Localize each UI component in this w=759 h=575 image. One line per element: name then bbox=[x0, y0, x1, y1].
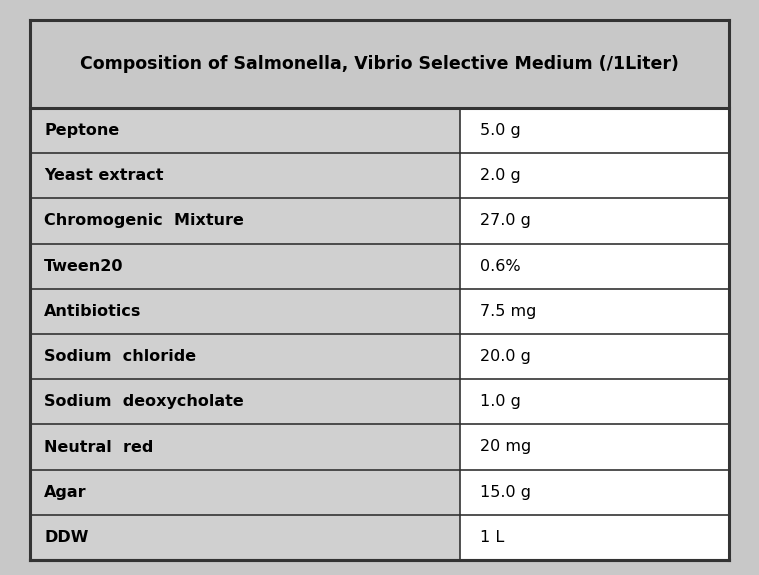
Text: Chromogenic  Mixture: Chromogenic Mixture bbox=[44, 213, 244, 228]
Bar bbox=[460, 515, 729, 560]
Text: 0.6%: 0.6% bbox=[480, 259, 521, 274]
Bar bbox=[460, 198, 729, 244]
Bar bbox=[30, 198, 460, 244]
Text: 20.0 g: 20.0 g bbox=[480, 349, 531, 364]
Text: Yeast extract: Yeast extract bbox=[44, 168, 163, 183]
Bar bbox=[460, 334, 729, 379]
Text: Agar: Agar bbox=[44, 485, 87, 500]
Bar bbox=[30, 244, 460, 289]
Bar bbox=[460, 470, 729, 515]
Text: Neutral  red: Neutral red bbox=[44, 439, 153, 454]
Text: 5.0 g: 5.0 g bbox=[480, 123, 521, 138]
Bar bbox=[30, 470, 460, 515]
Bar bbox=[460, 379, 729, 424]
Bar bbox=[460, 108, 729, 153]
Bar bbox=[30, 108, 460, 153]
Bar bbox=[460, 424, 729, 470]
Bar bbox=[30, 424, 460, 470]
Bar bbox=[460, 244, 729, 289]
Bar bbox=[460, 153, 729, 198]
Text: 2.0 g: 2.0 g bbox=[480, 168, 521, 183]
Bar bbox=[30, 334, 460, 379]
Text: Sodium  deoxycholate: Sodium deoxycholate bbox=[44, 394, 244, 409]
Text: 1 L: 1 L bbox=[480, 530, 504, 545]
Text: 27.0 g: 27.0 g bbox=[480, 213, 531, 228]
Text: DDW: DDW bbox=[44, 530, 88, 545]
Text: 20 mg: 20 mg bbox=[480, 439, 531, 454]
Bar bbox=[30, 153, 460, 198]
Text: 15.0 g: 15.0 g bbox=[480, 485, 531, 500]
Bar bbox=[30, 379, 460, 424]
Text: Composition of Salmonella, Vibrio Selective Medium (/1Liter): Composition of Salmonella, Vibrio Select… bbox=[80, 55, 679, 73]
Bar bbox=[30, 515, 460, 560]
Bar bbox=[460, 289, 729, 334]
Bar bbox=[30, 289, 460, 334]
Text: Antibiotics: Antibiotics bbox=[44, 304, 141, 319]
Text: 7.5 mg: 7.5 mg bbox=[480, 304, 537, 319]
Text: 1.0 g: 1.0 g bbox=[480, 394, 521, 409]
Text: Peptone: Peptone bbox=[44, 123, 119, 138]
Text: Tween20: Tween20 bbox=[44, 259, 124, 274]
Text: Sodium  chloride: Sodium chloride bbox=[44, 349, 196, 364]
